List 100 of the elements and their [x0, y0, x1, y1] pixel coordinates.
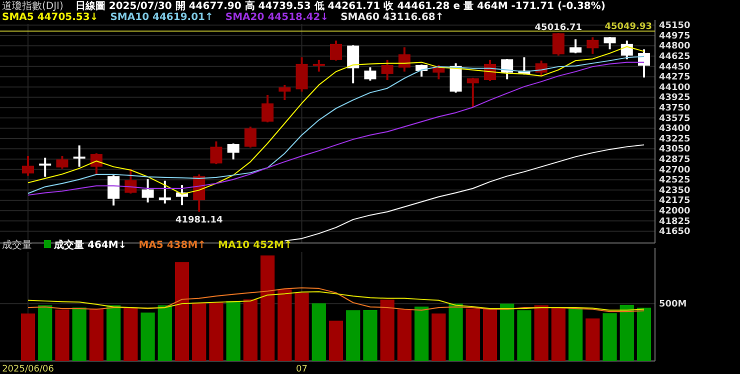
y-tick-label: 43400: [659, 124, 690, 134]
candlestick: [108, 174, 120, 206]
bar: [226, 300, 240, 361]
chart-title: 道瓊指數(DJI): [2, 0, 64, 12]
candlestick: [312, 58, 325, 73]
bar: [346, 310, 360, 361]
y-tick-label: 41825: [659, 216, 690, 227]
candlestick: [364, 66, 376, 82]
bar: [243, 299, 258, 361]
ref-line-label: 45049.93: [604, 22, 652, 32]
bar: [192, 302, 206, 361]
candlestick: [210, 140, 222, 166]
bar: [20, 314, 36, 361]
bar: [602, 313, 617, 361]
y-tick-label: 44450: [659, 62, 690, 72]
candlestick: [39, 156, 52, 178]
candlestick: [330, 40, 342, 62]
text: SMA5 44705.53↓: [2, 12, 98, 23]
bar: [55, 310, 70, 361]
text: MA10 452M↑: [218, 240, 292, 251]
bar: [38, 305, 52, 361]
bar: [551, 308, 566, 361]
bar: [89, 308, 104, 361]
candlestick: [570, 38, 582, 54]
bar: [586, 318, 600, 361]
bar: [312, 303, 326, 361]
y-tick-label: 43925: [659, 93, 690, 104]
bar: [209, 302, 224, 361]
y-tick-label: 43225: [659, 134, 690, 144]
y-tick-label: 42350: [659, 186, 690, 196]
candlestick: [56, 155, 68, 170]
line-series: [284, 144, 645, 242]
candlestick: [73, 144, 86, 168]
y-tick-label: 42875: [659, 154, 690, 165]
bar: [568, 308, 583, 361]
text: SMA60 43116.68↑: [340, 12, 444, 23]
bar: [500, 304, 514, 361]
y-tick-label: 41650: [659, 227, 690, 238]
annotation: 41981.14: [175, 216, 223, 226]
y-tick-label: 42700: [659, 165, 690, 176]
bar: [72, 308, 86, 361]
bar: [158, 305, 172, 361]
text: SMA20 44518.42↓: [225, 12, 329, 23]
candlestick: [586, 36, 599, 55]
bar: [448, 304, 463, 361]
y-tick-label: 42525: [659, 176, 690, 186]
bar: [517, 310, 532, 361]
bar: [124, 308, 138, 361]
text: MA5 438M↑: [138, 240, 206, 251]
bar: [636, 308, 652, 361]
bar: [278, 289, 292, 361]
candlestick: [142, 178, 154, 204]
candlestick: [22, 155, 34, 177]
candlestick: [158, 180, 171, 204]
candlestick: [466, 76, 479, 108]
x-tick-label: 07: [296, 364, 308, 374]
annotation: 45016.71: [534, 23, 582, 34]
candlestick: [638, 48, 650, 78]
bar: [174, 262, 190, 361]
y-tick-label: 44625: [659, 52, 690, 62]
legend-label: 成交量 464M↓: [53, 239, 127, 251]
y-tick-label: 44975: [659, 31, 690, 42]
bar: [140, 312, 155, 361]
candlestick: [227, 142, 240, 160]
candlestick: [278, 84, 291, 101]
candlestick: [90, 152, 102, 176]
bar: [363, 310, 378, 361]
x-tick-label: 2025/06/06: [2, 364, 54, 374]
y-tick-label: 43750: [659, 103, 690, 114]
y-tick-label: 500M: [659, 300, 687, 310]
bar: [534, 305, 548, 361]
y-tick-label: 44800: [659, 42, 690, 52]
candlestick: [604, 36, 616, 50]
bar: [466, 308, 480, 361]
bar: [432, 314, 446, 361]
bar: [106, 305, 121, 361]
bar: [328, 320, 344, 361]
bar: [294, 292, 309, 361]
chart-subtitle: 日線圖 2025/07/30 開 44677.90 高 44739.53 低 44261.71 收 44461.28 e 量 464M -171.71 (-0.38%): [75, 0, 606, 12]
y-tick-label: 43050: [659, 144, 690, 155]
candlestick: [552, 32, 564, 57]
y-tick-label: 44275: [659, 72, 690, 83]
candlestick: [347, 44, 360, 84]
y-tick-label: 43575: [659, 114, 690, 124]
bar: [397, 309, 412, 361]
y-tick-label: 44100: [659, 82, 690, 93]
bar: [482, 308, 498, 361]
candlestick: [124, 168, 137, 195]
candlestick: [381, 58, 394, 81]
bar: [414, 306, 429, 361]
text: SMA10 44619.01↑: [110, 12, 214, 23]
candlestick: [262, 94, 274, 124]
bar: [380, 300, 394, 361]
y-tick-label: 42175: [659, 196, 690, 206]
y-tick-label: 42000: [659, 206, 690, 216]
y-tick-label: 45150: [659, 21, 690, 32]
bar: [620, 304, 634, 361]
chart-title: 成交量: [2, 239, 32, 251]
candlestick: [244, 126, 256, 149]
bar: [260, 255, 275, 361]
